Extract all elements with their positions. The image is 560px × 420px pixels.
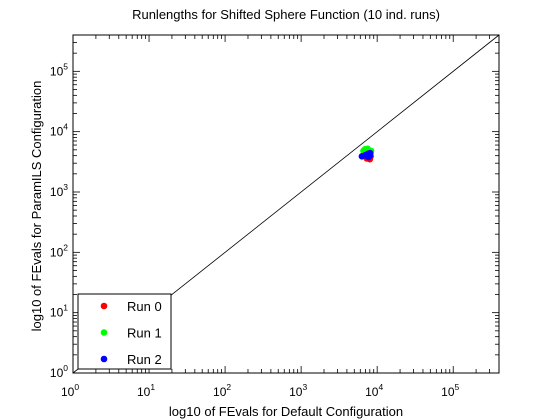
legend-marker — [100, 329, 108, 336]
y-tick-label: 100 — [50, 363, 68, 380]
legend-box — [77, 293, 172, 370]
y-tick-label: 103 — [50, 182, 68, 199]
legend-marker — [100, 355, 108, 363]
legend-marker — [100, 302, 108, 310]
legend: Run 0 Run 1 Run 2 — [77, 293, 172, 370]
x-tick-label: 103 — [289, 382, 307, 399]
data-point-run-2 — [365, 150, 373, 157]
plot-area: 100 101 102 103 104 105 100 101 102 103 104 105 — [50, 34, 500, 399]
x-tick-label: 105 — [441, 382, 459, 399]
chart-title: Runlengths for Shifted Sphere Function (… — [132, 7, 440, 22]
x-axis-label: log10 of FEvals for Default Configuratio… — [169, 404, 403, 419]
y-tick-label: 105 — [50, 61, 68, 78]
legend-label: Run 1 — [127, 326, 162, 341]
legend-label: Run 0 — [127, 299, 162, 314]
y-tick-label: 102 — [50, 242, 68, 259]
y-tick-label: 101 — [50, 303, 68, 320]
x-tick-label: 102 — [213, 382, 231, 399]
x-tick-label: 100 — [61, 382, 79, 399]
y-tick-label: 104 — [50, 122, 68, 139]
x-tick-label: 104 — [365, 382, 383, 399]
legend-label: Run 2 — [127, 352, 162, 367]
axes-box — [72, 34, 500, 374]
x-tick-label: 101 — [137, 382, 155, 399]
y-axis-label: log10 of FEvals for ParamILS Configurati… — [29, 81, 44, 332]
